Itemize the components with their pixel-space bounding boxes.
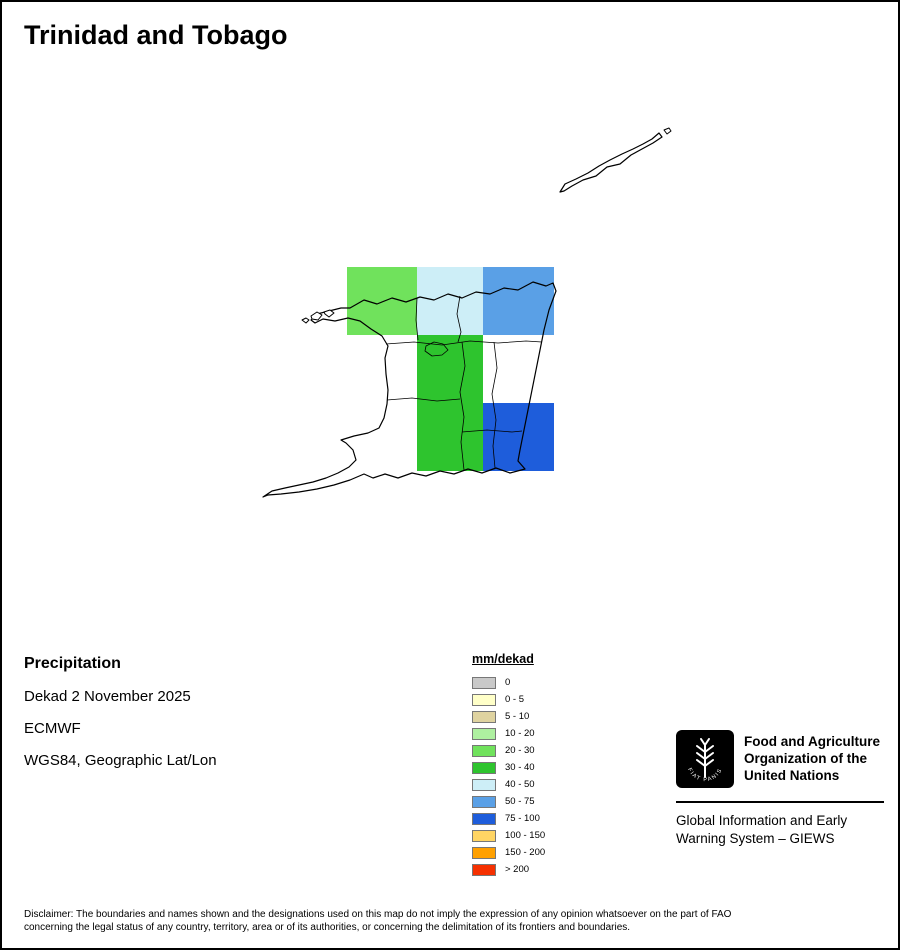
legend-swatch [472,710,496,723]
legend-label: 0 - 5 [505,694,525,705]
fao-divider [676,801,884,803]
precip-cell-50-75 [483,267,554,335]
small-islets [301,127,672,324]
legend-item: 5 - 10 [472,708,545,725]
legend-item: 40 - 50 [472,776,545,793]
legend-title: mm/dekad [472,652,534,666]
country-map [262,127,672,498]
legend: mm/dekad 0 0 - 5 5 - 10 10 - 20 20 - 30 30 - … [472,652,545,878]
precip-cell-30-40 [417,335,483,403]
legend-item: 150 - 200 [472,844,545,861]
fao-block: FIAT PANIS Food and Agriculture Organiza… [676,730,884,848]
fao-name: Food and Agriculture Organization of the… [744,730,880,784]
fao-logo-icon: FIAT PANIS [676,730,734,788]
fao-header: FIAT PANIS Food and Agriculture Organiza… [676,730,884,788]
precip-cell-30-40 [417,403,483,471]
region-boundary [415,297,419,341]
legend-swatch [472,676,496,689]
map-info: Precipitation Dekad 2 November 2025 ECMW… [24,655,217,784]
region-boundaries [385,295,543,471]
legend-item: 100 - 150 [472,827,545,844]
info-projection: WGS84, Geographic Lat/Lon [24,752,217,769]
info-heading: Precipitation [24,655,121,672]
islet [663,127,672,135]
giews-line: Warning System – GIEWS [676,831,835,846]
info-dekad: Dekad 2 November 2025 [24,688,191,705]
legend-label: 20 - 30 [505,745,535,756]
legend-swatch [472,693,496,706]
tobago-outline [559,132,663,193]
legend-item: 30 - 40 [472,759,545,776]
disclaimer: Disclaimer: The boundaries and names sho… [24,909,884,934]
legend-swatch [472,846,496,859]
precip-cell-20-30 [347,267,417,335]
legend-swatch [472,795,496,808]
islet [301,317,310,324]
legend-swatch [472,727,496,740]
legend-label: 0 [505,677,511,688]
legend-item: 10 - 20 [472,725,545,742]
legend-item: 0 - 5 [472,691,545,708]
legend-swatch [472,863,496,876]
legend-label: 10 - 20 [505,728,535,739]
legend-swatch [472,829,496,842]
region-boundary [459,341,466,471]
islet [310,311,323,321]
region-boundary [385,340,543,346]
legend-swatch [472,761,496,774]
legend-swatch [472,778,496,791]
legend-swatch [472,744,496,757]
legend-label: 100 - 150 [505,830,546,841]
trinidad-outline [262,281,557,498]
island-outlines [262,127,672,498]
legend-item: > 200 [472,861,545,878]
legend-swatch [472,812,496,825]
fao-name-line: Organization of the [744,751,867,766]
page-title: Trinidad and Tobago [24,20,288,50]
legend-items: 0 0 - 5 5 - 10 10 - 20 20 - 30 30 - 40 40 - 50… [472,674,545,878]
legend-item: 20 - 30 [472,742,545,759]
fao-name-line: United Nations [744,768,840,783]
disclaimer-line: Disclaimer: The boundaries and names sho… [24,909,732,920]
legend-label: 50 - 75 [505,796,535,807]
fao-name-line: Food and Agriculture [744,734,880,749]
giews-line: Global Information and Early [676,813,848,828]
legend-item: 50 - 75 [472,793,545,810]
region-boundary [386,397,461,402]
precip-cell-40-50 [417,267,483,335]
swamp-outline [424,341,449,357]
legend-label: 30 - 40 [505,762,535,773]
region-boundary [491,341,498,469]
info-source: ECMWF [24,720,81,737]
disclaimer-line: concerning the legal status of any count… [24,921,631,933]
legend-label: 40 - 50 [505,779,535,790]
region-boundary [456,295,462,343]
legend-label: 75 - 100 [505,813,540,824]
region-boundary [461,429,523,433]
legend-item: 0 [472,674,545,691]
legend-label: 150 - 200 [505,847,546,858]
islet [323,309,335,318]
legend-item: 75 - 100 [472,810,545,827]
legend-label: > 200 [505,864,530,875]
giews-label: Global Information and Early Warning Sys… [676,812,884,848]
legend-label: 5 - 10 [505,711,530,722]
